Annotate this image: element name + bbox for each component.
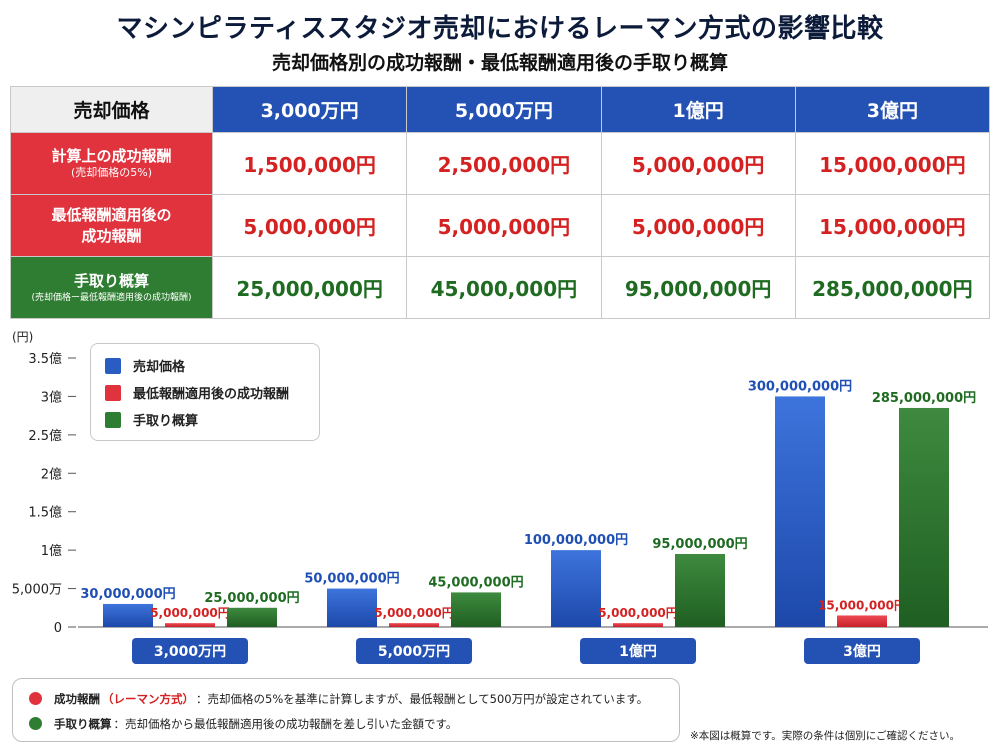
row-header-sublabel: (売却価格の5%) [70,166,153,180]
data-label: 100,000,000円 [524,533,628,548]
row-header-net-proceeds: 手取り概算 (売却価格ー最低報酬適用後の成功報酬) [10,256,213,319]
category-pill [356,638,472,664]
y-tick-label: 5,000万 [12,583,62,598]
category-pill [132,638,248,664]
table-col-header: 3億円 [794,86,991,133]
data-label: 50,000,000円 [304,572,399,587]
data-label: 95,000,000円 [652,537,747,552]
legend-label: 手取り概算 [133,414,199,429]
y-tick-label: 0 [54,621,62,636]
row-header-label: 手取り概算 [73,272,149,291]
table-row: 手取り概算 (売却価格ー最低報酬適用後の成功報酬) 25,000,000円 45… [10,256,991,319]
table-cell: 2,500,000円 [406,132,602,195]
bar-net-proceeds [675,553,725,627]
table-col-header: 5,000万円 [406,86,602,133]
y-tick-label: 1.5億 [28,505,62,521]
bar-sale-price [103,603,153,627]
red-dot-icon [29,692,42,705]
bar-min-fee [389,623,439,627]
x-category-label: 3,000万円 [154,644,226,660]
note-tag: （レーマン方式） [102,691,194,706]
table-cell: 45,000,000円 [406,256,602,319]
data-label: 25,000,000円 [204,591,299,606]
chart-legend: 売却価格 最低報酬適用後の成功報酬 手取り概算 [90,343,320,441]
table-row: 計算上の成功報酬 (売却価格の5%) 1,500,000円 2,500,000円… [10,132,991,195]
note-text: ：売却価格の5%を基準に計算しますが、最低報酬として500万円が設定されています… [196,691,649,706]
x-category-label: 1億円 [619,643,657,660]
notes-box: 成功報酬 （レーマン方式） ：売却価格の5%を基準に計算しますが、最低報酬として… [12,678,680,742]
page-title: マシンピラティススタジオ売却におけるレーマン方式の影響比較 [116,14,884,44]
row-header-calc-fee: 計算上の成功報酬 (売却価格の5%) [10,132,213,195]
row-header-label-line2: 成功報酬 [81,226,142,245]
table-corner-header: 売却価格 [10,86,213,133]
note-label: 成功報酬 [54,691,100,706]
category-pill [580,638,696,664]
data-label: 30,000,000円 [80,587,175,602]
bar-sale-price [551,550,601,627]
data-label: 15,000,000円 [818,598,906,612]
y-axis: 0 5,000万 1億 1.5億 2億 2.5億 3億 3.5億 [12,351,76,636]
x-category-label: 5,000万円 [378,644,450,660]
x-category-label: 3億円 [843,643,881,660]
legend-swatch-red [105,384,121,401]
bar-sale-price [775,396,825,627]
y-tick-label: 2億 [41,466,62,482]
y-tick-label: 1億 [41,543,62,559]
table-cell: 1,500,000円 [211,132,408,195]
y-tick-label: 3.5億 [28,351,62,367]
table-cell: 15,000,000円 [794,194,991,257]
note-label: 手取り概算 [54,716,112,731]
bar-chart: (円) 0 5,000万 1億 1.5億 2億 2.5億 3億 3.5億 30,000,000… [12,330,988,664]
chart-bars: 30,000,000円5,000,000円25,000,000円50,000,0… [80,379,976,627]
table-col-header: 3,000万円 [211,86,408,133]
table-cell: 5,000,000円 [406,194,602,257]
table-row: 最低報酬適用後の 成功報酬 5,000,000円 5,000,000円 5,00… [10,194,991,257]
legend-label: 売却価格 [133,360,186,375]
legend-item-min-fee: 最低報酬適用後の成功報酬 [105,379,305,406]
table-cell: 5,000,000円 [600,132,796,195]
bar-min-fee [837,615,887,627]
row-header-label: 最低報酬適用後の [51,206,172,225]
note-net-proceeds: 手取り概算 ：売却価格から最低報酬適用後の成功報酬を差し引いた金額です。 [29,711,663,736]
data-label: 285,000,000円 [872,391,976,406]
y-tick-label: 3億 [41,389,62,405]
note-success-fee: 成功報酬 （レーマン方式） ：売却価格の5%を基準に計算しますが、最低報酬として… [29,686,663,711]
table-cell: 5,000,000円 [211,194,408,257]
bar-min-fee [613,623,663,627]
data-label: 5,000,000円 [598,606,678,620]
data-label: 5,000,000円 [150,606,230,620]
bar-net-proceeds [227,607,277,627]
legend-swatch-blue [105,357,121,374]
table-cell: 15,000,000円 [794,132,991,195]
row-header-sublabel: (売却価格ー最低報酬適用後の成功報酬) [31,292,192,303]
page-subtitle: 売却価格別の成功報酬・最低報酬適用後の手取り概算 [271,52,728,74]
green-dot-icon [29,717,42,730]
data-label: 5,000,000円 [374,606,454,620]
legend-label: 最低報酬適用後の成功報酬 [133,387,290,402]
disclaimer: ※本図は概算です。実際の条件は個別にご確認ください。 [690,730,961,742]
table-cell: 285,000,000円 [794,256,991,319]
table-cell: 25,000,000円 [211,256,408,319]
y-tick-label: 2.5億 [28,428,62,444]
note-text: ：売却価格から最低報酬適用後の成功報酬を差し引いた金額です。 [113,716,458,731]
data-label: 45,000,000円 [428,575,523,590]
table-cell: 5,000,000円 [600,194,796,257]
bar-sale-price [327,588,377,627]
table-col-header: 1億円 [600,86,796,133]
comparison-table: 売却価格 3,000万円 5,000万円 1億円 3億円 計算上の成功報酬 (売… [10,86,991,319]
x-category-labels: 3,000万円 5,000万円 1億円 3億円 [132,638,920,664]
category-pill [804,638,920,664]
table-header-row: 売却価格 3,000万円 5,000万円 1億円 3億円 [10,86,991,133]
bar-net-proceeds [899,407,949,627]
legend-swatch-green [105,411,121,428]
row-header-label: 計算上の成功報酬 [51,146,172,165]
data-label: 300,000,000円 [748,379,852,394]
table-cell: 95,000,000円 [600,256,796,319]
bar-min-fee [165,623,215,627]
legend-item-sale-price: 売却価格 [105,352,305,379]
row-header-min-fee: 最低報酬適用後の 成功報酬 [10,194,213,257]
bar-net-proceeds [451,592,501,627]
legend-item-net: 手取り概算 [105,406,305,433]
y-unit-label: (円) [12,330,33,344]
